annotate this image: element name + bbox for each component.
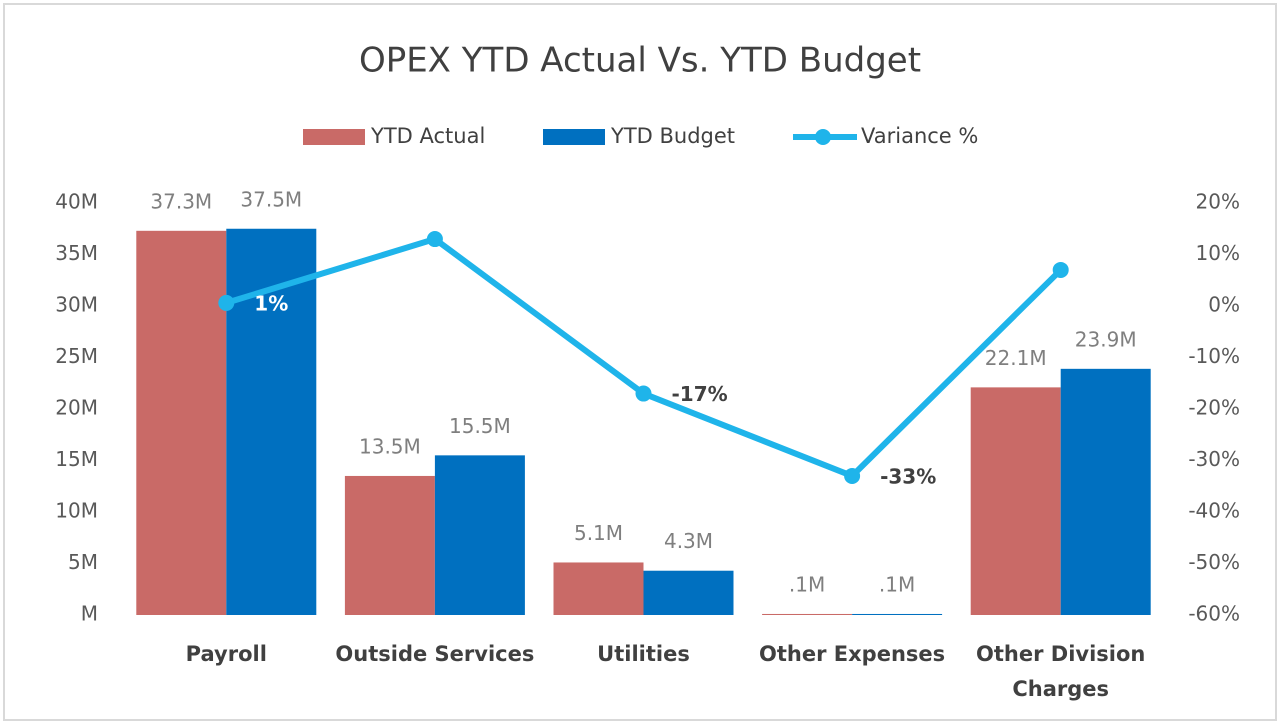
y-tick-label: 10M (55, 499, 98, 523)
y2-tick-label: -30% (1188, 447, 1240, 471)
bar (852, 613, 943, 615)
x-tick-label: Utilities (597, 642, 690, 666)
bar (344, 475, 435, 615)
data-label: 15.5M (449, 414, 511, 438)
y-tick-label: 20M (55, 396, 98, 420)
legend-swatch (815, 129, 831, 145)
data-label: -17% (672, 382, 728, 406)
y2-tick-label: 10% (1196, 241, 1240, 265)
y-tick-label: 35M (55, 241, 98, 265)
y-tick-label: 15M (55, 447, 98, 471)
y-tick-label: 5M (68, 550, 98, 574)
data-label: .1M (879, 572, 915, 596)
x-tick-label: Payroll (185, 642, 267, 666)
line-marker (426, 231, 443, 248)
y2-tick-label: 0% (1208, 293, 1240, 317)
legend-label: Variance % (861, 124, 978, 148)
y2-tick-label: -50% (1188, 550, 1240, 574)
legend-label: YTD Budget (610, 124, 735, 148)
bar (970, 387, 1061, 615)
y2-tick-label: -40% (1188, 499, 1240, 523)
legend-swatch (303, 129, 365, 145)
x-tick-label: Other Expenses (759, 642, 946, 666)
bar (1060, 368, 1151, 615)
y-tick-label: 25M (55, 344, 98, 368)
y-tick-label: 30M (55, 293, 98, 317)
bar (553, 562, 644, 615)
x-tick-label: Outside Services (335, 642, 535, 666)
data-label: 23.9M (1075, 327, 1137, 351)
y2-tick-label: -20% (1188, 396, 1240, 420)
bar (434, 455, 525, 615)
bar (762, 613, 853, 615)
x-tick-label: Other Division Charges (976, 642, 1146, 701)
data-label: 5.1M (574, 521, 623, 545)
chart-title: OPEX YTD Actual Vs. YTD Budget (359, 41, 921, 81)
bar (643, 570, 734, 615)
y-tick-label: M (81, 602, 98, 626)
data-label: 37.5M (240, 187, 302, 211)
line-marker (635, 385, 652, 402)
legend-swatch (543, 129, 605, 145)
y2-tick-label: 20% (1196, 190, 1240, 214)
data-label: .1M (789, 572, 825, 596)
data-label: 4.3M (664, 529, 713, 553)
data-label: -33% (880, 464, 936, 488)
line-marker (844, 467, 861, 484)
bar (226, 228, 317, 615)
line-marker (218, 294, 235, 311)
y2-tick-label: -60% (1188, 602, 1240, 626)
y2-tick-label: -10% (1188, 344, 1240, 368)
data-label: 37.3M (150, 189, 212, 213)
line-marker (1052, 261, 1069, 278)
data-label: 13.5M (359, 434, 421, 458)
y-tick-label: 40M (55, 190, 98, 214)
legend-label: YTD Actual (370, 124, 485, 148)
data-label: 22.1M (985, 346, 1047, 370)
bar (136, 230, 227, 615)
data-label: 1% (254, 291, 288, 315)
